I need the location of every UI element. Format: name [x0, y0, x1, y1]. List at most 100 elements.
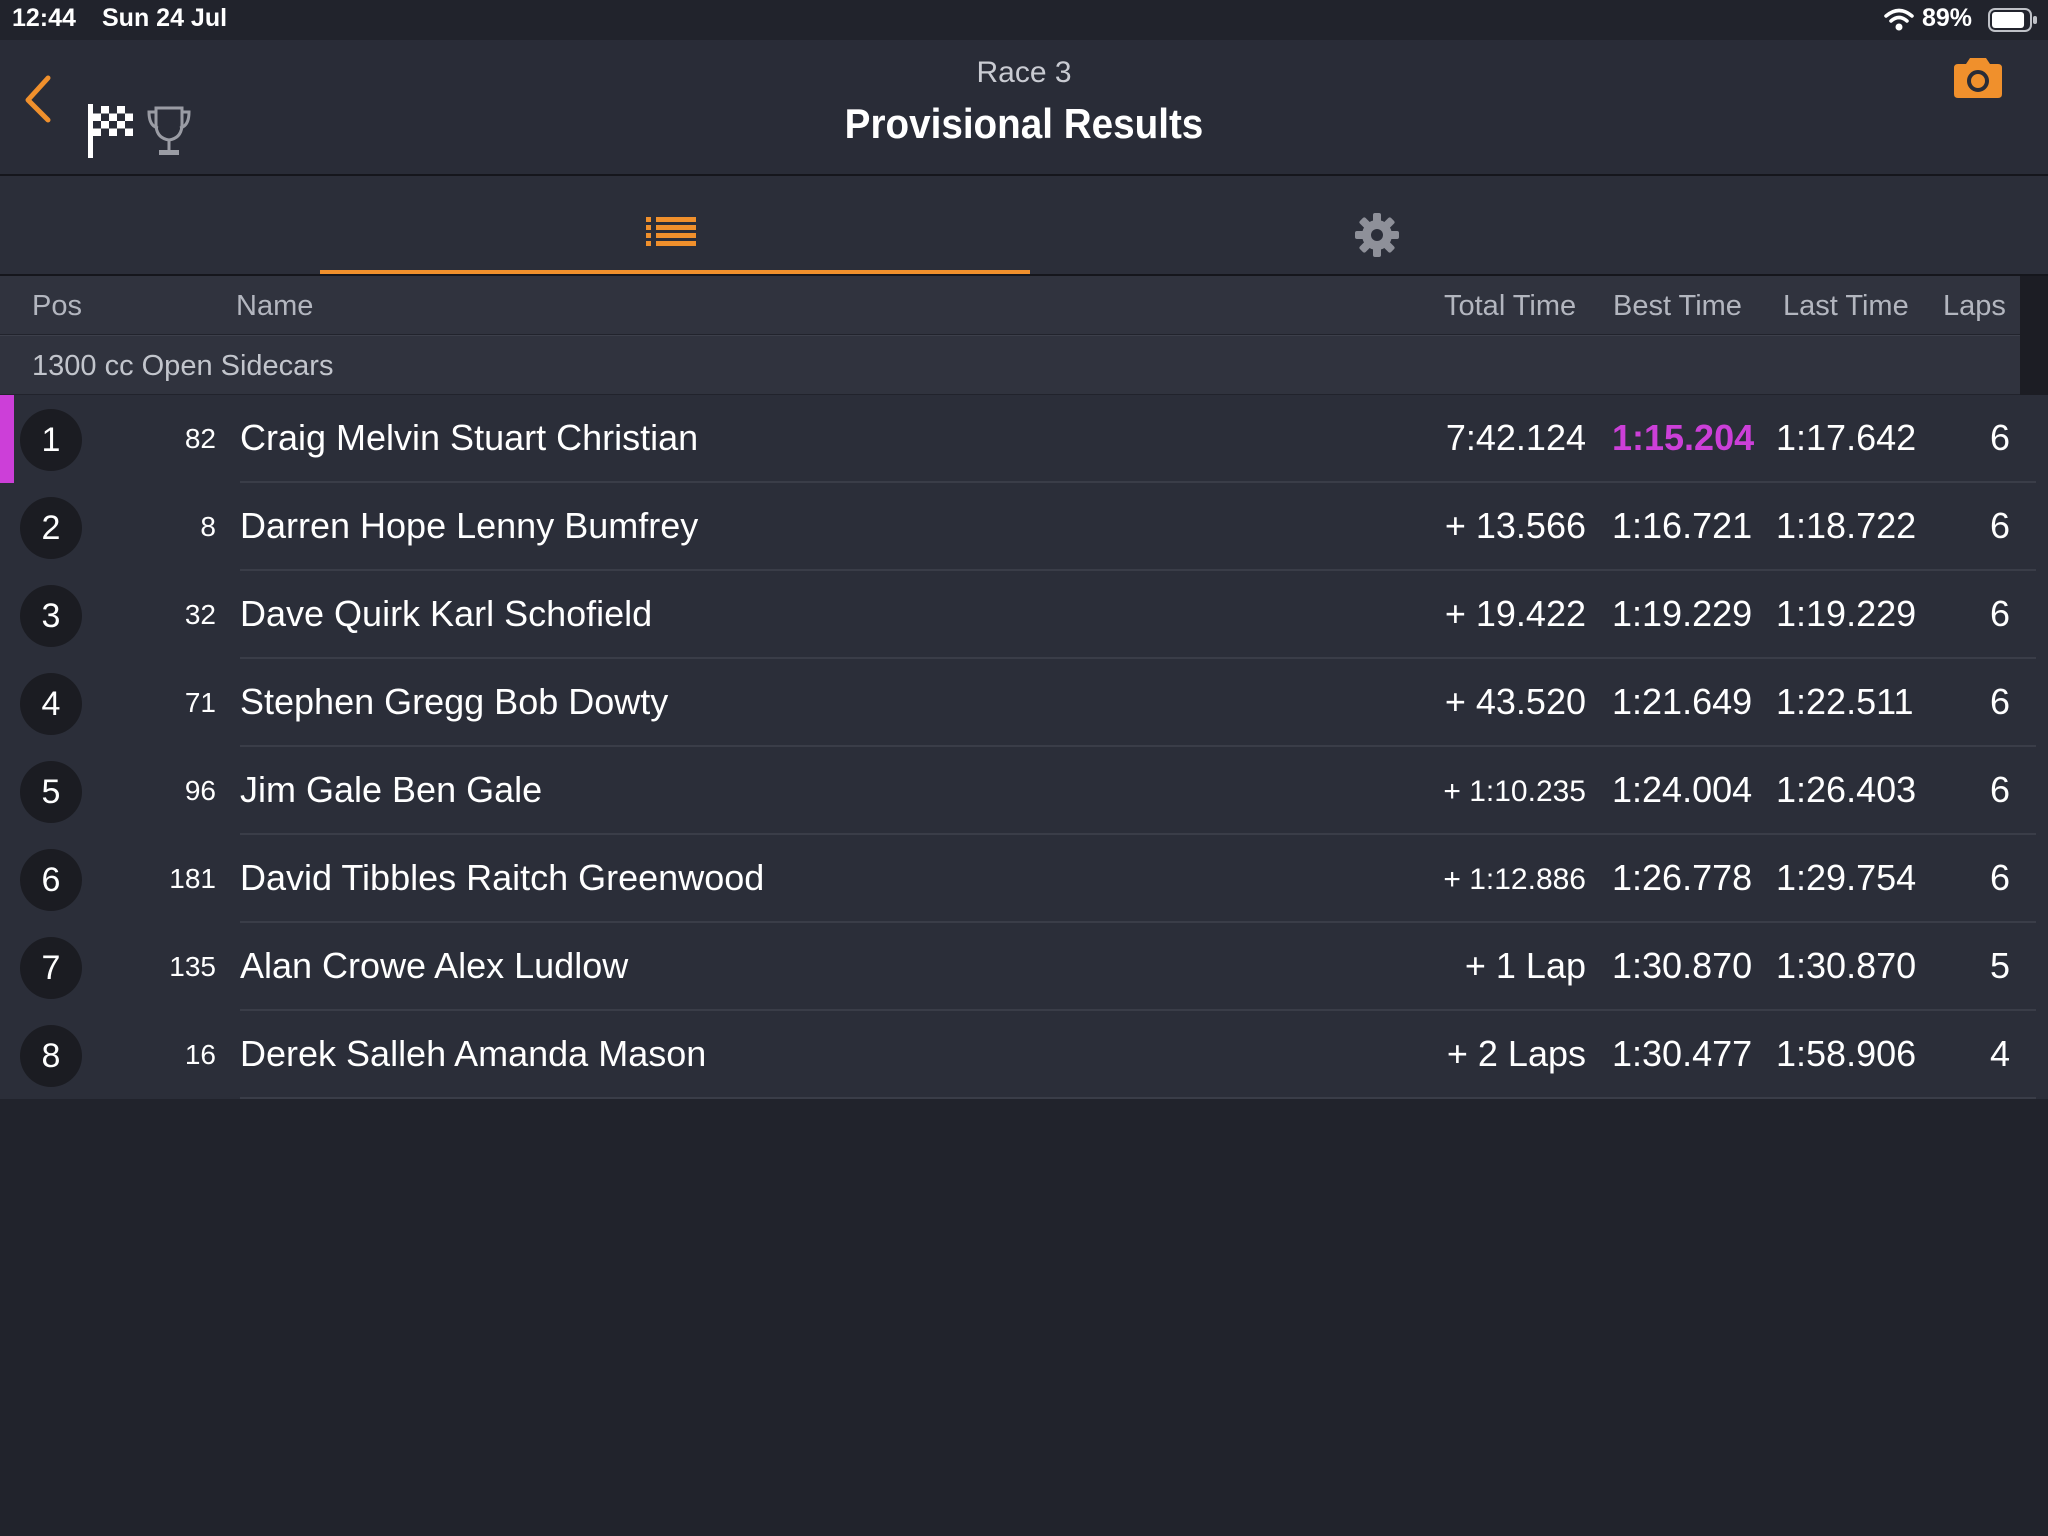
scroll-indicator — [2020, 276, 2048, 396]
rider-names: Derek Salleh Amanda Mason — [240, 1033, 707, 1074]
rider-names: Craig Melvin Stuart Christian — [240, 417, 699, 458]
result-row[interactable]: 1 82 Craig Melvin Stuart Christian 7:42.124… — [0, 395, 2048, 483]
back-button[interactable] — [16, 58, 60, 124]
rider-names: Alan Crowe Alex Ludlow — [240, 945, 629, 986]
results-list: 1 8 2 Craig Melvin Stuart Christian 7:42.124… — [0, 395, 2048, 1099]
leader-marker — [0, 395, 14, 483]
best-time: 1:30.477 — [1612, 1033, 1753, 1074]
total-time: + 43.520 — [1444, 681, 1586, 722]
laps-count: 6 — [1989, 857, 2010, 898]
laps-count: 4 — [1989, 1033, 2010, 1074]
row-separator — [240, 1097, 2036, 1099]
last-time: 1:58.906 — [1776, 1033, 1917, 1074]
position-badge: 1 — [20, 409, 82, 471]
laps-count: 6 — [1989, 681, 2010, 722]
class-label: 1300 cc Open Sidecars — [32, 350, 334, 382]
col-best-time[interactable]: Best Time — [1613, 290, 1742, 322]
best-time: 1:16.721 — [1612, 505, 1753, 546]
gear-icon — [1355, 213, 1399, 257]
battery-icon — [1988, 8, 2038, 32]
position-badge: 2 — [20, 497, 82, 559]
rider-names: Stephen Gregg Bob Dowty — [240, 681, 669, 722]
camera-icon — [1954, 58, 2002, 98]
position-badge: 8 — [20, 1025, 82, 1087]
table-header: Pos Name Total Time Best Time Last Time … — [0, 276, 2020, 334]
result-row[interactable]: 4 71 Stephen Gregg Bob Dowty + 43.520 1:21.6… — [0, 659, 2048, 747]
trophy-icon[interactable] — [146, 104, 192, 192]
row-separator — [240, 745, 2036, 747]
best-time: 1:21.649 — [1612, 681, 1753, 722]
total-time: + 1:10.235 — [1443, 775, 1586, 808]
last-time: 1:17.642 — [1776, 417, 1917, 458]
total-time: + 1:12.886 — [1443, 863, 1586, 896]
position-badge: 7 — [20, 937, 82, 999]
tab-bar — [0, 176, 2048, 276]
tab-selected-indicator — [320, 270, 1030, 274]
row-separator — [240, 833, 2036, 835]
status-time: 12:44 — [12, 4, 76, 32]
last-time: 1:30.870 — [1776, 945, 1917, 986]
last-time: 1:19.229 — [1776, 593, 1917, 634]
laps-count: 6 — [1989, 417, 2010, 458]
col-last-time[interactable]: Last Time — [1783, 290, 1909, 322]
race-number: 96 — [184, 775, 216, 806]
row-separator — [240, 481, 2036, 483]
col-name[interactable]: Name — [236, 290, 314, 322]
list-icon — [646, 217, 696, 246]
position-badge: 5 — [20, 761, 82, 823]
total-time: + 1 Lap — [1464, 945, 1586, 986]
class-header: 1300 cc Open Sidecars — [0, 335, 2020, 394]
best-time: 1:26.778 — [1612, 857, 1753, 898]
page-title: Provisional Results — [844, 100, 1204, 147]
laps-count: 6 — [1989, 769, 2010, 810]
laps-count: 5 — [1989, 945, 2010, 986]
checkered-flag-icon[interactable] — [84, 102, 136, 190]
rider-names: Dave Quirk Karl Schofield — [240, 593, 653, 634]
best-time: 1:30.870 — [1612, 945, 1753, 986]
total-time: + 13.566 — [1444, 505, 1586, 546]
camera-button[interactable] — [1950, 50, 2006, 106]
tab-settings[interactable] — [1060, 176, 1690, 274]
race-number: 32 — [184, 599, 216, 630]
last-time: 1:26.403 — [1776, 769, 1917, 810]
result-row[interactable]: 2 8 Darren Hope Lenny Bumfrey + 13.566 1:16.… — [0, 483, 2048, 571]
result-row[interactable]: 3 32 Dave Quirk Karl Schofield + 19.422 1:19… — [0, 571, 2048, 659]
rider-names: David Tibbles Raitch Greenwood — [240, 857, 765, 898]
nav-header: Race 3 Provisional Results — [0, 40, 2048, 176]
back-chevron-icon — [25, 75, 51, 123]
battery-percent: 89% — [1922, 4, 1973, 32]
race-number: 16 — [184, 1039, 216, 1070]
result-row[interactable]: 7 135 Alan Crowe Alex Ludlow + 1 Lap 1:30.87… — [0, 923, 2048, 1011]
position-badge: 3 — [20, 585, 82, 647]
best-time: 1:24.004 — [1612, 769, 1753, 810]
last-time: 1:22.511 — [1776, 681, 1914, 722]
laps-count: 6 — [1989, 593, 2010, 634]
wifi-icon — [1884, 8, 1914, 32]
col-laps[interactable]: Laps — [1943, 290, 2006, 322]
best-time: 1:19.229 — [1612, 593, 1753, 634]
result-row[interactable]: 6 181 David Tibbles Raitch Greenwood + 1:12… — [0, 835, 2048, 923]
status-bar: 12:44 Sun 24 Jul 89% — [0, 0, 2048, 40]
row-separator — [240, 1009, 2036, 1011]
result-row[interactable]: 5 96 Jim Gale Ben Gale + 1:10.235 1:24.004 1:… — [0, 747, 2048, 835]
last-time: 1:29.754 — [1776, 857, 1917, 898]
col-total-time[interactable]: Total Time — [1444, 290, 1577, 322]
row-separator — [240, 657, 2036, 659]
total-time: + 19.422 — [1444, 593, 1586, 634]
status-date: Sun 24 Jul — [102, 4, 228, 32]
col-pos[interactable]: Pos — [32, 290, 82, 322]
rider-names: Jim Gale Ben Gale — [240, 769, 543, 810]
race-number: 8 — [200, 511, 216, 542]
tab-results-list[interactable] — [320, 176, 1030, 274]
last-time: 1:18.722 — [1776, 505, 1917, 546]
row-separator — [240, 921, 2036, 923]
best-time: 1:15.204 — [1612, 417, 1755, 458]
position-badge: 4 — [20, 673, 82, 735]
total-time: 7:42.124 — [1445, 417, 1586, 458]
result-row[interactable]: 8 16 Derek Salleh Amanda Mason + 2 Laps 1:30… — [0, 1011, 2048, 1099]
row-separator — [240, 569, 2036, 571]
race-name: Race 3 — [976, 56, 1072, 89]
laps-count: 6 — [1989, 505, 2010, 546]
rider-names: Darren Hope Lenny Bumfrey — [240, 505, 699, 546]
race-number: 181 — [169, 863, 216, 894]
